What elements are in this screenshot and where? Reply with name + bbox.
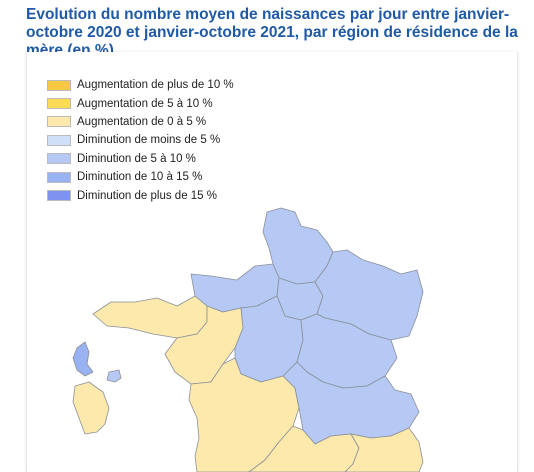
- legend-item: Diminution de plus de 15 %: [47, 186, 234, 204]
- legend-swatch: [47, 153, 71, 165]
- legend-label: Diminution de 10 à 15 %: [77, 171, 203, 184]
- legend-swatch: [47, 116, 71, 128]
- legend-item: Augmentation de plus de 10 %: [47, 76, 234, 94]
- legend-item: Diminution de moins de 5 %: [47, 131, 234, 149]
- region-martinique[interactable]: [106, 369, 122, 383]
- region-guyane[interactable]: [72, 381, 110, 435]
- region-bretagne[interactable]: [92, 295, 208, 339]
- legend-swatch: [47, 171, 71, 183]
- map-panel: Augmentation de plus de 10 % Augmentatio…: [26, 52, 518, 472]
- legend-item: Augmentation de 5 à 10 %: [47, 94, 234, 112]
- map-legend: Augmentation de plus de 10 % Augmentatio…: [47, 76, 234, 205]
- legend-label: Augmentation de plus de 10 %: [77, 79, 234, 92]
- legend-swatch: [47, 190, 71, 202]
- legend-label: Augmentation de 5 à 10 %: [77, 97, 213, 110]
- region-grand-est[interactable]: [314, 249, 424, 341]
- legend-item: Diminution de 5 à 10 %: [47, 150, 234, 168]
- legend-swatch: [47, 134, 71, 146]
- legend-label: Diminution de moins de 5 %: [77, 134, 221, 147]
- legend-label: Augmentation de 0 à 5 %: [77, 115, 207, 128]
- legend-label: Diminution de 5 à 10 %: [77, 152, 196, 165]
- region-occitanie[interactable]: [248, 425, 360, 472]
- france-region-map: [72, 207, 424, 472]
- legend-item: Diminution de 10 à 15 %: [47, 168, 234, 186]
- legend-swatch: [47, 79, 71, 91]
- legend-item: Augmentation de 0 à 5 %: [47, 113, 234, 131]
- region-guadeloupe[interactable]: [72, 341, 94, 377]
- legend-swatch: [47, 98, 71, 110]
- legend-label: Diminution de plus de 15 %: [77, 189, 217, 202]
